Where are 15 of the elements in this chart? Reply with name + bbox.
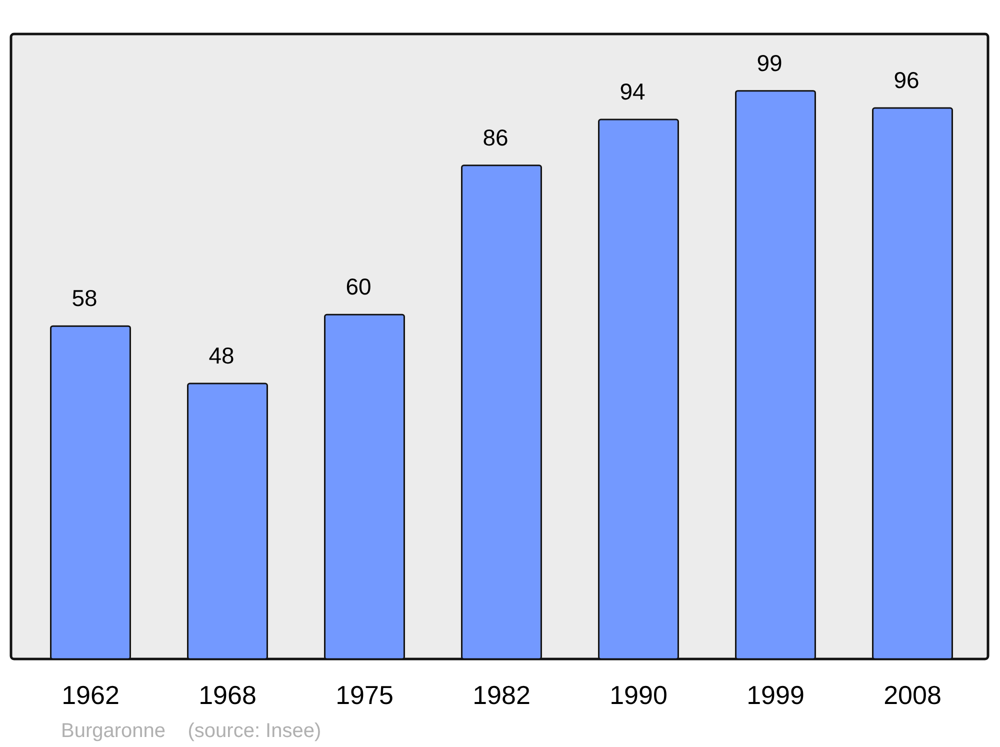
data-label: 86 (482, 124, 508, 150)
data-label: 96 (894, 67, 920, 94)
data-label: 60 (346, 274, 372, 300)
x-tick-label: 2008 (884, 680, 942, 710)
x-tick-label: 1975 (336, 680, 394, 710)
x-tick-label: 1962 (62, 680, 120, 710)
data-label: 94 (620, 78, 646, 105)
x-tick-label: 1968 (198, 680, 256, 710)
data-label: 48 (208, 342, 234, 369)
data-label: 99 (756, 50, 782, 76)
text: Burgaronne (source: Insee) (61, 720, 322, 742)
x-tick-label: 1990 (610, 680, 668, 710)
data-label: 58 (72, 285, 98, 312)
x-tick-label: 1982 (472, 680, 530, 710)
x-tick-label: 1999 (746, 680, 804, 710)
